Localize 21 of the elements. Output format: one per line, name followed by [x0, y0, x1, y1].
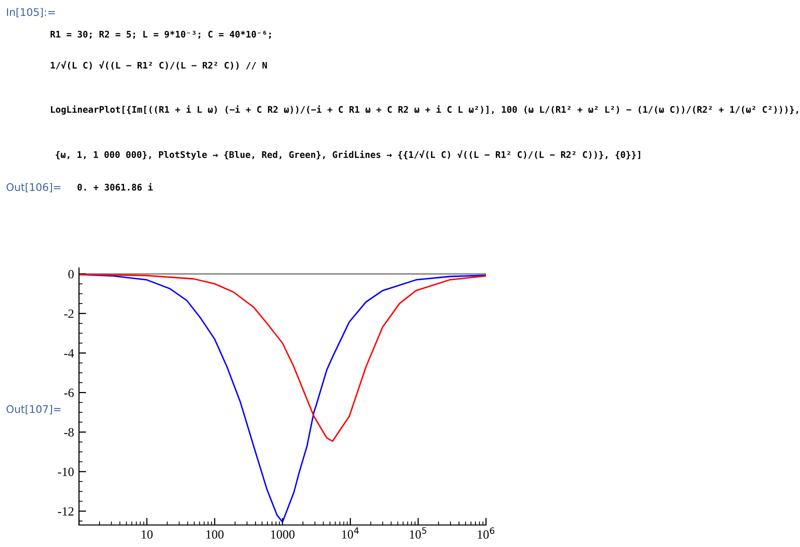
- x-tick-label: 1000: [271, 530, 295, 539]
- text: Out[106]=: [6, 182, 61, 192]
- text: 1/√(L C) √((L − R1² C)/(L − R2² C)) // N: [50, 60, 267, 70]
- text: In[105]:=: [7, 8, 55, 18]
- text: Out[107]=: [6, 404, 61, 414]
- text: {ω, 1, 1 000 000}, PlotStyle → {Blue, Red, Green}, GridLines → {{1/√(L C) √((L − R1² C)/(L − R2² C))}, {0}}]: [56, 150, 640, 160]
- x-tick-label: 10$^{6}$: [478, 527, 494, 539]
- y-tick-label: -2: [64, 310, 74, 318]
- x-tick-label: 10: [142, 530, 153, 539]
- y-tick-label: -4: [64, 349, 74, 358]
- x-tick-label: 100: [206, 530, 224, 539]
- y-tick-label: -6: [64, 388, 74, 398]
- y-tick-label: -8: [64, 428, 74, 437]
- y-tick-label: 0: [68, 270, 74, 278]
- x-tick-label: 10$^{4}$: [342, 527, 359, 539]
- text: R1 = 30; R2 = 5; L = 9*10⁻³; C = 40*10⁻⁶;: [50, 30, 271, 39]
- x-tick-label: 10$^{5}$: [410, 527, 426, 539]
- y-tick-label: -10: [58, 468, 74, 476]
- text: LogLinearPlot[{Im[((R1 + i L ω) (−i + C R2 ω))/(−i + C R1 ω + C R2 ω + i C L ω²)], 100 (ω L/(R1² + ω² L²) − (1/(ω C))/(R2² + 1/(ω² C²)))},: [50, 105, 798, 115]
- y-tick-label: -12: [58, 507, 74, 516]
- text: 0. + 3061.86 i: [78, 183, 153, 191]
